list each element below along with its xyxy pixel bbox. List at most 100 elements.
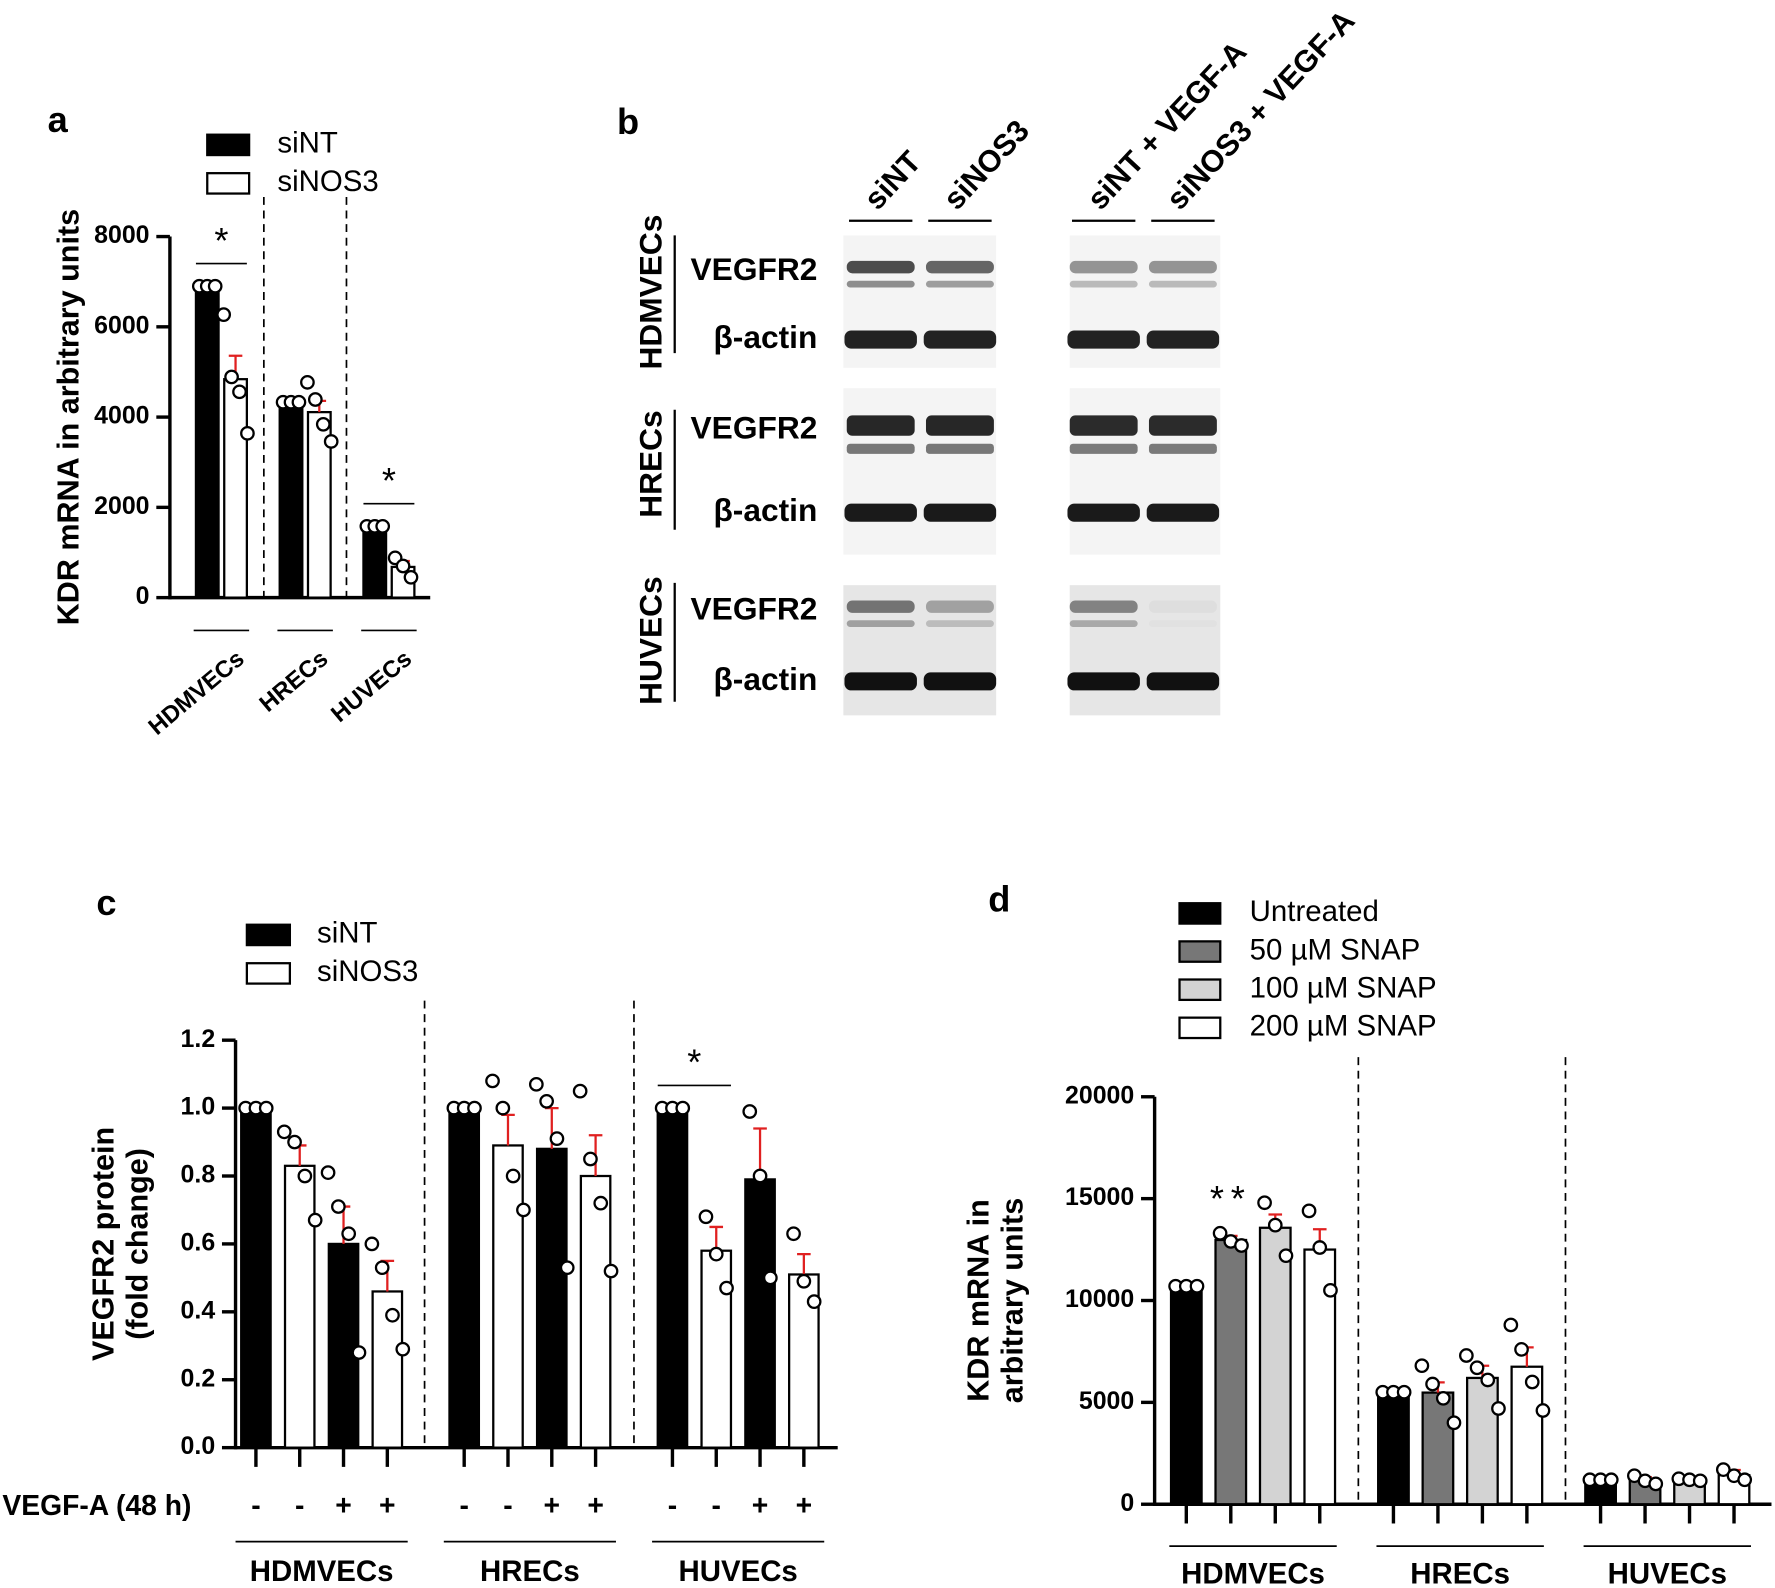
data-point bbox=[675, 1100, 691, 1116]
data-point bbox=[364, 1236, 380, 1252]
bar bbox=[1377, 1391, 1410, 1506]
data-point bbox=[276, 1124, 292, 1140]
bar bbox=[278, 401, 304, 599]
cell-line-label: HRECs bbox=[633, 410, 669, 517]
legend-swatch bbox=[245, 962, 292, 985]
x-axis-label: VEGF-A (48 h) bbox=[2, 1489, 191, 1521]
blot-band bbox=[923, 330, 997, 349]
data-point bbox=[1189, 1278, 1205, 1294]
y-axis-label: VEGFR2 protein bbox=[86, 1127, 120, 1361]
bar bbox=[223, 378, 248, 599]
group-label: HDMVECs bbox=[250, 1555, 394, 1588]
bar bbox=[362, 525, 388, 599]
x-tick-label: HUVECs bbox=[1608, 1557, 1727, 1588]
protein-label: β-actin bbox=[713, 492, 817, 528]
bar bbox=[327, 1242, 360, 1449]
data-point bbox=[1278, 1248, 1294, 1264]
data-point bbox=[331, 1199, 346, 1214]
y-tick-label: 10000 bbox=[1065, 1285, 1134, 1313]
legend-label: 100 µM SNAP bbox=[1250, 971, 1437, 1004]
x-tick-label: HRECs bbox=[254, 645, 333, 717]
data-point bbox=[341, 1226, 357, 1242]
x-tick-label: + bbox=[752, 1489, 769, 1521]
legend-label: 200 µM SNAP bbox=[1250, 1010, 1437, 1043]
legend-swatch bbox=[206, 133, 251, 157]
y-tick-label: 6000 bbox=[94, 311, 149, 339]
bar bbox=[240, 1106, 272, 1449]
blot-band bbox=[1069, 415, 1138, 436]
data-point bbox=[297, 1168, 313, 1184]
data-point bbox=[291, 394, 307, 410]
blot-background bbox=[843, 388, 997, 555]
data-point bbox=[315, 416, 331, 432]
data-point bbox=[1414, 1358, 1430, 1374]
data-point bbox=[1535, 1403, 1551, 1418]
protein-label: VEGFR2 bbox=[691, 591, 818, 627]
x-tick-label: - bbox=[459, 1489, 468, 1521]
blot-band bbox=[1148, 415, 1217, 436]
data-point bbox=[1446, 1415, 1462, 1431]
blot-band bbox=[1148, 600, 1217, 613]
blot-band bbox=[925, 620, 994, 628]
data-point bbox=[559, 1260, 575, 1276]
bar bbox=[744, 1178, 776, 1449]
legend-swatch bbox=[1178, 902, 1222, 925]
error-bar bbox=[501, 1113, 515, 1146]
data-point bbox=[786, 1226, 801, 1242]
legend-swatch bbox=[206, 172, 251, 195]
group-label: HRECs bbox=[480, 1555, 580, 1588]
data-point bbox=[307, 392, 323, 407]
significance-label: * bbox=[687, 1042, 701, 1083]
lane-label: siNOS3 bbox=[937, 114, 1036, 217]
data-point bbox=[287, 1134, 302, 1150]
data-point bbox=[1257, 1195, 1272, 1211]
bar bbox=[1214, 1238, 1248, 1506]
blot-background bbox=[1069, 388, 1221, 555]
panel-label: b bbox=[617, 101, 639, 142]
data-point bbox=[395, 1341, 411, 1357]
legend-label: siNT bbox=[317, 917, 377, 950]
data-point bbox=[1212, 1225, 1228, 1241]
protein-label: VEGFR2 bbox=[691, 409, 818, 445]
x-tick-label: HUVECs bbox=[326, 645, 417, 728]
x-tick-label: HDMVECs bbox=[1181, 1557, 1325, 1588]
blot-band bbox=[846, 620, 915, 628]
blot-band bbox=[1148, 443, 1217, 454]
blot-band bbox=[923, 503, 997, 522]
data-point bbox=[307, 1212, 323, 1228]
blot-band bbox=[846, 600, 915, 613]
data-point bbox=[1603, 1472, 1619, 1488]
blot-band bbox=[1146, 330, 1220, 349]
blot-band bbox=[1069, 620, 1138, 628]
blot-band bbox=[1146, 672, 1220, 691]
bar bbox=[1258, 1226, 1292, 1506]
data-point bbox=[719, 1280, 734, 1296]
data-point bbox=[698, 1209, 714, 1225]
y-tick-label: 2000 bbox=[94, 492, 149, 520]
legend-label: siNOS3 bbox=[317, 955, 418, 988]
data-point bbox=[1234, 1238, 1249, 1253]
group-label: HUVECs bbox=[679, 1555, 798, 1588]
blot-band bbox=[925, 260, 994, 274]
data-point bbox=[1524, 1374, 1540, 1390]
cell-line-label: HDMVECs bbox=[633, 215, 669, 370]
data-point bbox=[806, 1294, 822, 1309]
x-tick-label: - bbox=[295, 1489, 304, 1521]
data-point bbox=[1480, 1372, 1496, 1388]
blot-band bbox=[925, 280, 994, 288]
data-point bbox=[232, 384, 247, 400]
blot-band bbox=[846, 260, 915, 274]
data-point bbox=[528, 1076, 544, 1092]
data-point bbox=[1469, 1360, 1485, 1376]
blot-band bbox=[1069, 260, 1138, 274]
blot-band bbox=[844, 503, 917, 522]
data-point bbox=[549, 1131, 565, 1147]
data-point bbox=[603, 1263, 619, 1279]
data-point bbox=[1425, 1376, 1440, 1392]
data-point bbox=[485, 1073, 500, 1089]
bar bbox=[194, 285, 220, 599]
panel-label: c bbox=[96, 882, 116, 923]
blot-band bbox=[1069, 600, 1138, 613]
blot-band bbox=[1067, 330, 1140, 349]
x-tick-label: + bbox=[335, 1489, 352, 1521]
